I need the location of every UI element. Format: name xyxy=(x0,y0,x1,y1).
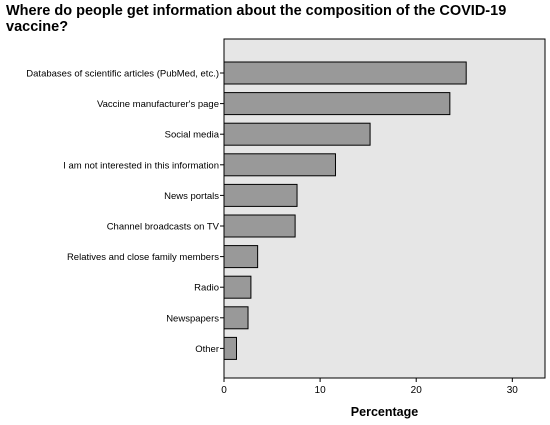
x-tick-label: 10 xyxy=(315,385,327,396)
category-label: Databases of scientific articles (PubMed… xyxy=(26,69,219,80)
category-label: Newspapers xyxy=(166,313,219,324)
bar xyxy=(223,245,259,269)
chart-title: Where do people get information about th… xyxy=(6,3,507,35)
x-tick-label: 20 xyxy=(411,385,423,396)
bar xyxy=(223,306,249,330)
bar xyxy=(223,92,451,116)
category-label: Social media xyxy=(165,130,220,141)
bar xyxy=(223,275,252,299)
category-label: News portals xyxy=(164,191,219,202)
x-tick-label: 0 xyxy=(221,385,227,396)
x-axis-title: Percentage xyxy=(351,405,418,419)
bar xyxy=(223,183,298,207)
bar xyxy=(223,61,467,85)
category-label: Relatives and close family members xyxy=(67,252,219,263)
category-label: Radio xyxy=(194,283,219,294)
category-label: Other xyxy=(195,344,219,355)
bar xyxy=(223,153,336,177)
bar xyxy=(223,122,371,146)
category-label: I am not interested in this information xyxy=(63,160,219,171)
bar xyxy=(223,214,296,238)
category-label: Channel broadcasts on TV xyxy=(107,222,220,233)
plot-area xyxy=(223,38,546,379)
category-label: Vaccine manufacturer's page xyxy=(97,99,219,110)
bar xyxy=(223,336,237,360)
x-tick-label: 30 xyxy=(507,385,519,396)
